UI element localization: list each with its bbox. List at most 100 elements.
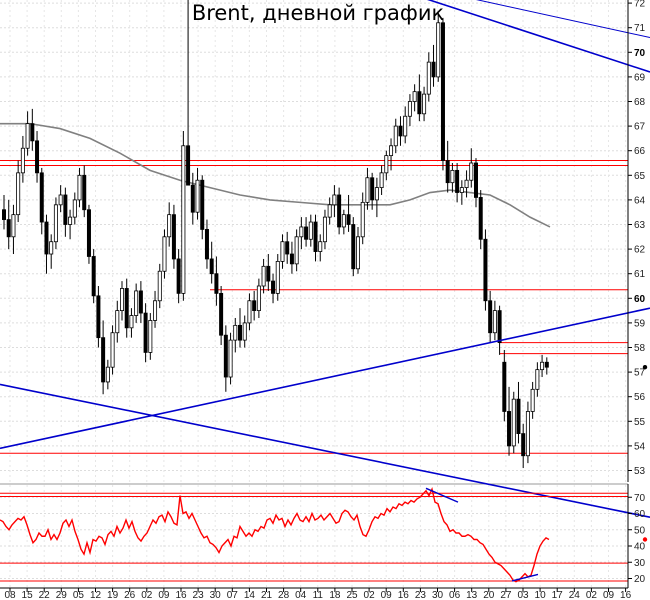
candle [544,357,549,375]
candle-body [101,337,106,383]
candle-body [346,214,351,225]
moving-average-line [0,122,551,228]
candle-body [365,177,370,203]
candle-body [214,273,219,294]
candle-body [261,265,266,287]
price-tick-label: 68 [634,97,646,108]
candle [530,381,535,419]
candle [86,204,91,264]
candle-body [464,179,469,189]
candle-body [521,433,526,457]
candle [233,317,238,353]
candle [459,180,464,205]
price-tick-label: 69 [634,72,646,83]
date-x-axis: 08 15 22 29 05 12 19 26 02 09 16 23 30 07 14 21 28 04 11 18… [0,587,632,600]
candle [403,106,408,144]
candle-body [313,221,318,252]
candle-body [525,411,530,457]
candle-body [403,115,408,137]
price-y-axis: 53 54 55 56 57 58 59 60 61 62 63 64 65 66 67 68 69 70 71 72 [627,0,648,482]
candle [129,308,134,338]
oscillator-last-marker [642,537,648,542]
candle-body [190,184,195,213]
candle-body [219,292,224,336]
candle [228,332,233,385]
candle [285,231,290,264]
candle-body [124,288,129,329]
candle-body [360,201,365,238]
oscillator-tick-label: 20 [634,574,646,585]
date-tick-label: 03 [517,590,529,600]
candle [422,86,427,122]
candle [11,204,16,255]
date-tick-label: 27 [500,590,512,600]
candle [120,281,125,321]
candle-body [237,324,242,341]
candle-body [53,204,58,243]
candle-body [469,162,474,181]
candle-body [138,290,143,314]
candle [511,391,516,454]
candle-body [68,216,73,225]
candle-body [105,366,110,383]
candle-body [256,285,261,312]
candle-body [374,187,379,201]
candle-body [228,339,233,378]
candle [370,172,375,210]
date-tick-label: 08 [4,590,16,600]
candle [72,192,77,225]
candle-body [195,179,200,213]
candle [417,74,422,122]
candle-body [252,300,257,312]
date-tick-label: 18 [329,590,341,600]
date-tick-label: 25 [346,590,358,600]
candle [488,290,493,343]
candle [44,214,49,274]
candle-body [209,258,214,275]
candle-body [440,22,445,161]
candle-body [223,334,228,378]
candle [171,204,176,269]
price-tick-label: 58 [634,343,646,354]
candle-body [96,295,101,339]
candle-body [308,221,313,240]
candle-body [389,145,394,157]
candle-body [516,398,521,435]
candle-body [72,199,77,218]
date-tick-label: 30 [210,590,222,600]
candle-body [436,22,441,78]
candle [242,315,247,348]
oscillator-line-layer [0,486,550,583]
candle [35,131,40,183]
price-tick-label: 66 [634,146,646,157]
candle [389,138,394,171]
candle-body [422,93,427,115]
candle-body [35,140,40,174]
last-price-marker [642,364,648,370]
candle [16,160,21,223]
candle [82,165,87,218]
date-tick-label: 10 [535,590,547,600]
candle-body [148,320,153,353]
date-tick-label: 11 [313,590,324,600]
candle-body [153,300,158,321]
oscillator-trendlines [425,487,539,582]
candle [105,359,110,390]
candle [332,185,337,218]
candle-body [11,214,16,238]
candle-body [379,172,384,188]
candle [275,254,280,301]
date-tick-label: 20 [483,590,495,600]
candle [162,229,167,279]
candle [346,194,351,232]
candle-body [483,238,488,302]
candle [30,108,35,151]
candle-body [271,280,276,294]
oscillator-panel-grid [0,483,628,579]
candle [318,234,323,262]
candle-body [540,361,545,371]
date-tick-label: 09 [603,590,615,600]
candle-body [266,265,271,282]
candle [521,423,526,469]
oscillator-tick-label: 30 [634,558,646,569]
